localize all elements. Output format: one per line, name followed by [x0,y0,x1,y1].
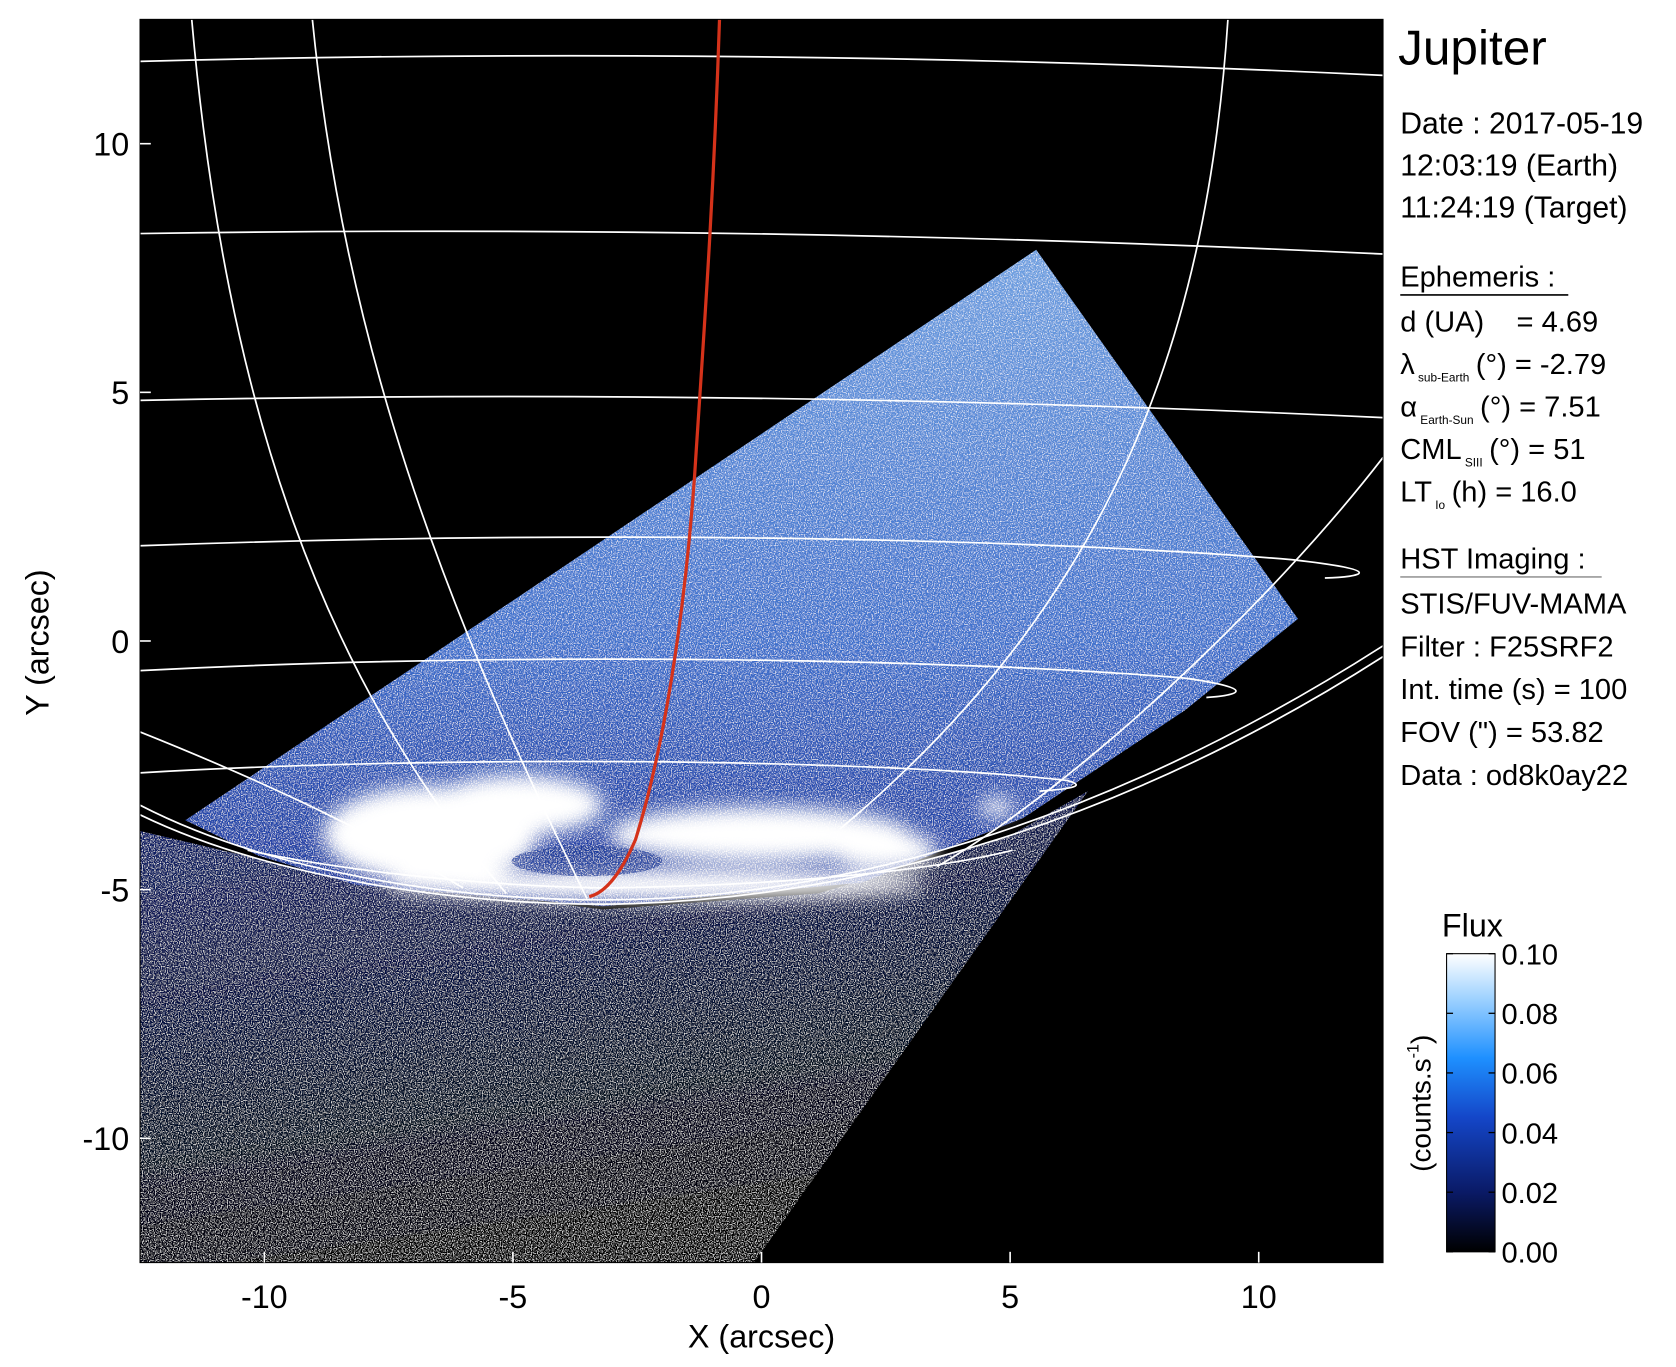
ephemeris-title: Ephemeris : [1400,261,1555,293]
x-tick-label: -10 [241,1279,288,1315]
imaging-line: STIS/FUV-MAMA [1400,589,1627,621]
symbol: λ [1400,349,1415,381]
ephemeris-line: d (UA) = 4.69 [1400,307,1598,339]
y-tick-label: 0 [111,624,129,660]
ephemeris-line: α Earth-Sun (°) = 7.51 [1400,392,1601,428]
colorbar [1446,953,1496,1253]
value-text: (°) = 51 [1489,434,1585,466]
colorbar-label-sup: -1 [1405,1044,1423,1058]
colorbar-title: Flux [1442,907,1503,943]
colorbar-label: (counts.s-1) [1405,1035,1437,1172]
y-tick-label: -5 [101,872,130,908]
imaging-line: Int. time (s) = 100 [1400,674,1627,706]
io-footprint-line [588,19,722,899]
x-tick-label: 0 [753,1279,771,1315]
info-panel: Jupiter Date : 2017-05-19 12:03:19 (Earth)… [1398,21,1643,792]
symbol: LT [1400,477,1432,509]
subscript: Earth-Sun [1420,413,1473,427]
imaging-line: Data : od8k0ay22 [1400,760,1628,792]
ephemeris-line: λ sub-Earth (°) = -2.79 [1400,349,1606,385]
value-text: (h) = 16.0 [1452,477,1577,509]
date-line: 12:03:19 (Earth) [1400,149,1618,182]
symbol: α [1400,392,1417,424]
image [140,19,1384,1263]
aurora-hole [511,846,663,877]
value-text: d (UA) = 4.69 [1400,307,1598,339]
target-name: Jupiter [1398,21,1547,76]
disk-shadow [140,791,1088,1263]
colorbar-label-text: (counts.s [1405,1058,1436,1172]
colorbar-label-end: ) [1405,1035,1436,1044]
observed-field [185,249,1298,907]
value-text: (°) = -2.79 [1476,349,1606,381]
grid [140,19,1384,906]
aurora [323,774,1014,900]
value-text: (°) = 7.51 [1480,392,1601,424]
symbol: CML [1400,434,1461,466]
imaging-title: HST Imaging : [1400,543,1585,575]
subscript: sub-Earth [1418,371,1469,385]
colorbar-tick-label: 0.10 [1502,939,1559,971]
colorbar-tick-label: 0.06 [1502,1059,1559,1091]
colorbar-tick-label: 0.08 [1502,999,1559,1031]
x-axis-label: X (arcsec) [688,1319,835,1355]
imaging-line: FOV (") = 53.82 [1400,717,1603,749]
subscript: SIII [1465,456,1483,470]
x-tick-label: -5 [499,1279,528,1315]
y-tick-label: 5 [111,375,129,411]
date-line: Date : 2017-05-19 [1400,107,1643,140]
colorbar-tick-label: 0.00 [1502,1238,1559,1270]
imaging-line: Filter : F25SRF2 [1400,631,1613,663]
x-tick-label: 10 [1241,1279,1277,1315]
y-axis-label: Y (arcsec) [19,569,55,716]
ephemeris-line: LT Io (h) = 16.0 [1400,477,1577,513]
colorbar-tick-label: 0.04 [1502,1118,1559,1150]
y-tick-label: 10 [93,127,129,163]
y-tick-label: -10 [83,1121,130,1157]
colorbar-tick-label: 0.02 [1502,1178,1559,1210]
x-tick-label: 5 [1001,1279,1019,1315]
subscript: Io [1435,498,1445,512]
date-line: 11:24:19 (Target) [1400,191,1627,224]
ephemeris-line: CML SIII (°) = 51 [1400,434,1585,470]
